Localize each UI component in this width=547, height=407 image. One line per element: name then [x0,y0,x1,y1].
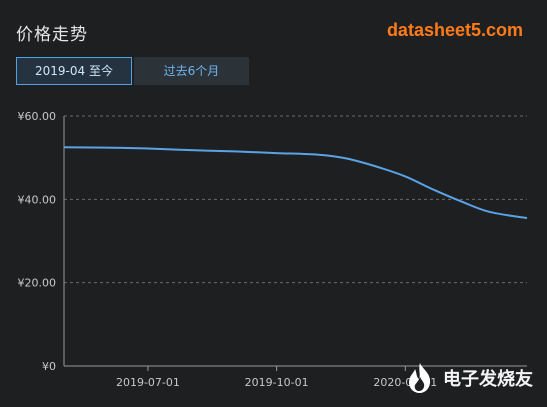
y-tick-label: ¥20.00 [18,277,57,290]
x-tick-label: 2019-07-01 [116,376,180,389]
tab-last-6-months[interactable]: 过去6个月 [133,57,249,85]
x-tick-label: 2019-10-01 [245,376,309,389]
range-tabs: 2019-04 至今 过去6个月 [16,57,249,85]
site-logo-text[interactable]: datasheet5.com [386,20,523,40]
tab-since-2019-04[interactable]: 2019-04 至今 [16,57,132,85]
y-tick-label: ¥0 [42,360,56,373]
watermark: 电子发烧友 [403,361,533,395]
y-tick-label: ¥60.00 [18,110,57,123]
watermark-text: 电子发烧友 [443,369,533,390]
flame-logo-icon [409,363,431,393]
price-series-line [63,146,528,220]
y-tick-label: ¥40.00 [18,193,57,206]
page-title: 价格走势 [16,25,88,45]
